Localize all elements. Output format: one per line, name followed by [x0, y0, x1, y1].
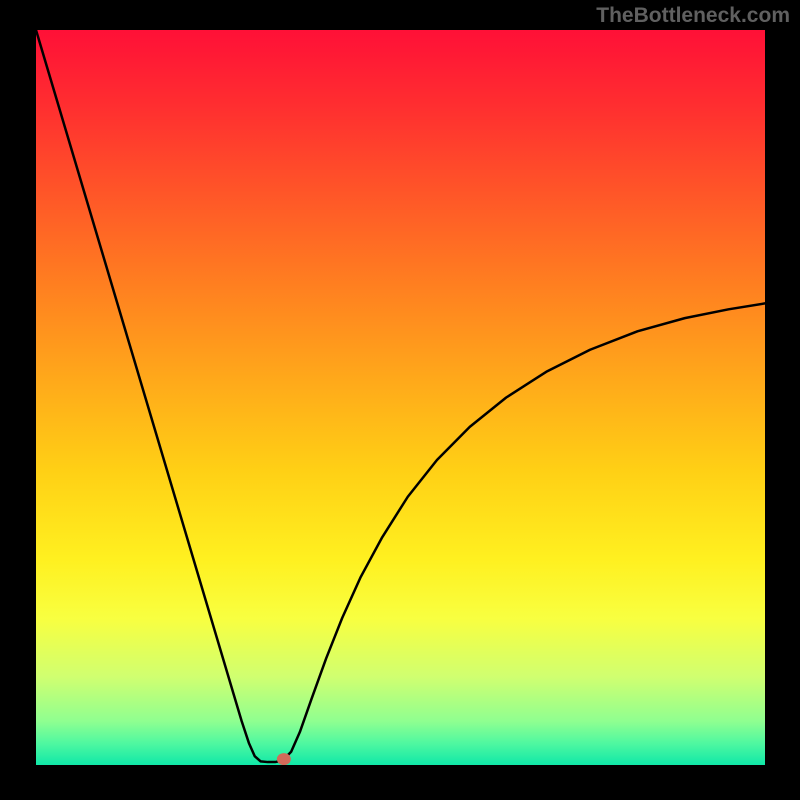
watermark-text: TheBottleneck.com	[596, 4, 790, 28]
chart-container: TheBottleneck.com	[0, 0, 800, 800]
minimum-marker	[277, 753, 291, 765]
plot-area	[36, 30, 765, 765]
